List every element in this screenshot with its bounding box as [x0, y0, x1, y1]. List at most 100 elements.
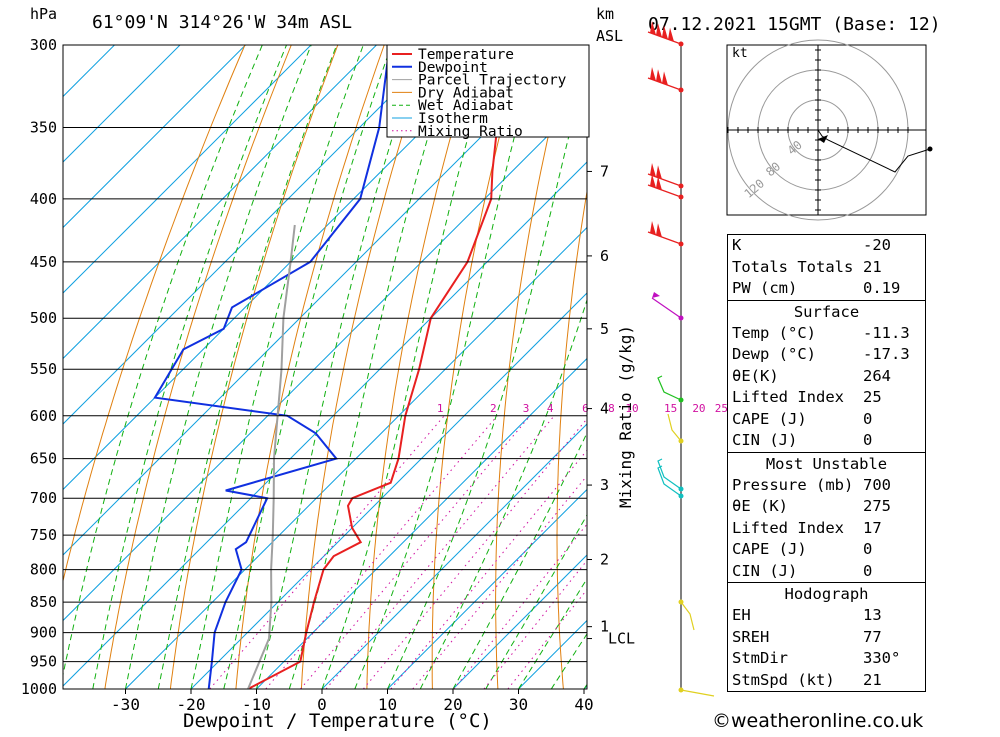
- hodo-value: 13: [863, 605, 917, 627]
- most-unstable-title: Most Unstable: [728, 453, 925, 475]
- wind-barb: [658, 459, 681, 489]
- hodograph-unit-label: kt: [732, 46, 748, 61]
- index-label: PW (cm): [732, 278, 797, 300]
- km-unit-label: km: [596, 5, 614, 23]
- wind-barb-dot: [679, 184, 684, 189]
- wind-barb: [681, 690, 714, 696]
- location-label: 61°09'N 314°26'W 34m ASL: [92, 12, 352, 33]
- wind-barb-pennant: [656, 69, 662, 83]
- wind-barb-pennant: [650, 163, 656, 177]
- pressure-tick-label: 800: [30, 561, 57, 579]
- wind-barb-dot: [679, 42, 684, 47]
- surface-value: 0: [863, 430, 917, 452]
- mixing-ratio-label: 2: [490, 402, 497, 415]
- surface-value: 0: [863, 409, 917, 431]
- mu-value: 275: [863, 496, 917, 518]
- wind-barb-pennant: [650, 67, 656, 81]
- dry-adiabat-line: [170, 8, 352, 689]
- surface-value: -11.3: [863, 323, 917, 345]
- profile-lines: [155, 45, 521, 689]
- surface-value: 25: [863, 387, 917, 409]
- datetime-label: 07.12.2021 15GMT (Base: 12): [648, 14, 941, 35]
- pressure-tick-label: 450: [30, 253, 57, 271]
- x-axis-title: Dewpoint / Temperature (°C): [183, 710, 492, 732]
- km-tick-label: 5: [600, 320, 609, 338]
- mixing-ratio-line: [326, 416, 554, 689]
- wind-barb-dot: [679, 487, 684, 492]
- mixing-ratio-label: 3: [523, 402, 530, 415]
- mu-row: Lifted Index 17: [728, 518, 925, 540]
- mu-label: CIN (J): [732, 561, 797, 583]
- mixing-ratio-line: [484, 416, 703, 689]
- wind-barb: [652, 298, 681, 318]
- mu-value: 0: [863, 539, 917, 561]
- wind-barb-dot: [679, 316, 684, 321]
- hodo-value: 21: [863, 670, 917, 692]
- mu-label: Pressure (mb): [732, 475, 853, 497]
- km-tick-label: 3: [600, 476, 609, 494]
- wind-barb-dot: [679, 242, 684, 247]
- mu-row: CAPE (J) 0: [728, 539, 925, 561]
- hodo-value: 330°: [863, 648, 917, 670]
- km-tick-label: 7: [600, 162, 609, 180]
- brand-watermark: ©weatheronline.co.uk: [712, 710, 923, 732]
- mixing-ratio-axis-title: Mixing Ratio (g/kg): [616, 325, 635, 508]
- wind-barb-pennant: [662, 71, 668, 85]
- mu-label: θE (K): [732, 496, 788, 518]
- mixing-ratio-label: 15: [664, 402, 677, 415]
- mu-label: Lifted Index: [732, 518, 844, 540]
- isotherm-line: [0, 8, 151, 689]
- pressure-tick-label: 750: [30, 526, 57, 544]
- km-tick-label: 2: [600, 551, 609, 569]
- wind-barb-dot: [679, 439, 684, 444]
- index-label: Totals Totals: [732, 257, 853, 279]
- isotherm-line: [0, 8, 413, 689]
- hodo-label: StmSpd (kt): [732, 670, 835, 692]
- isotherm-line: [0, 8, 282, 689]
- mixing-ratio-line: [363, 416, 589, 689]
- surface-label: θE(K): [732, 366, 779, 388]
- wind-barb-dot: [679, 195, 684, 200]
- pressure-tick-label: 600: [30, 407, 57, 425]
- hodograph-endpoint: [928, 147, 933, 152]
- dry-adiabat-line: [987, 8, 1000, 689]
- wind-barb-dot: [679, 398, 684, 403]
- km-tick-label: LCL: [608, 630, 635, 648]
- hodo-label: SREH: [732, 627, 769, 649]
- mu-label: CAPE (J): [732, 539, 807, 561]
- wind-barb: [668, 414, 681, 441]
- pressure-tick-label: 700: [30, 489, 57, 507]
- surface-value: 264: [863, 366, 917, 388]
- mu-value: 0: [863, 561, 917, 583]
- wind-barb-dot: [679, 494, 684, 499]
- mu-value: 700: [863, 475, 917, 497]
- surface-title: Surface: [728, 301, 925, 323]
- surface-value: -17.3: [863, 344, 917, 366]
- surface-label: Lifted Index: [732, 387, 844, 409]
- km-tick-label: 4: [600, 400, 609, 418]
- hodograph-stats-title: Hodograph: [728, 583, 925, 605]
- x-tick-label: 30: [509, 695, 528, 714]
- wind-barb-dot: [679, 688, 684, 693]
- index-label: K: [732, 235, 741, 257]
- wet-adiabat-line: [224, 8, 405, 689]
- mu-value: 17: [863, 518, 917, 540]
- mixing-ratio-line: [266, 416, 497, 689]
- surface-label: CIN (J): [732, 430, 797, 452]
- surface-row: Lifted Index 25: [728, 387, 925, 409]
- hodo-label: EH: [732, 605, 751, 627]
- pressure-tick-label: 950: [30, 653, 57, 671]
- wind-barb-pennant: [652, 292, 660, 298]
- mixing-ratio-label: 20: [692, 402, 705, 415]
- mixing-ratio-label: 4: [547, 402, 554, 415]
- x-tick-label: -30: [111, 695, 140, 714]
- hpa-unit-label: hPa: [30, 5, 57, 23]
- pressure-tick-label: 850: [30, 593, 57, 611]
- index-row-k: K-20: [728, 235, 925, 257]
- wind-profile: [648, 21, 714, 696]
